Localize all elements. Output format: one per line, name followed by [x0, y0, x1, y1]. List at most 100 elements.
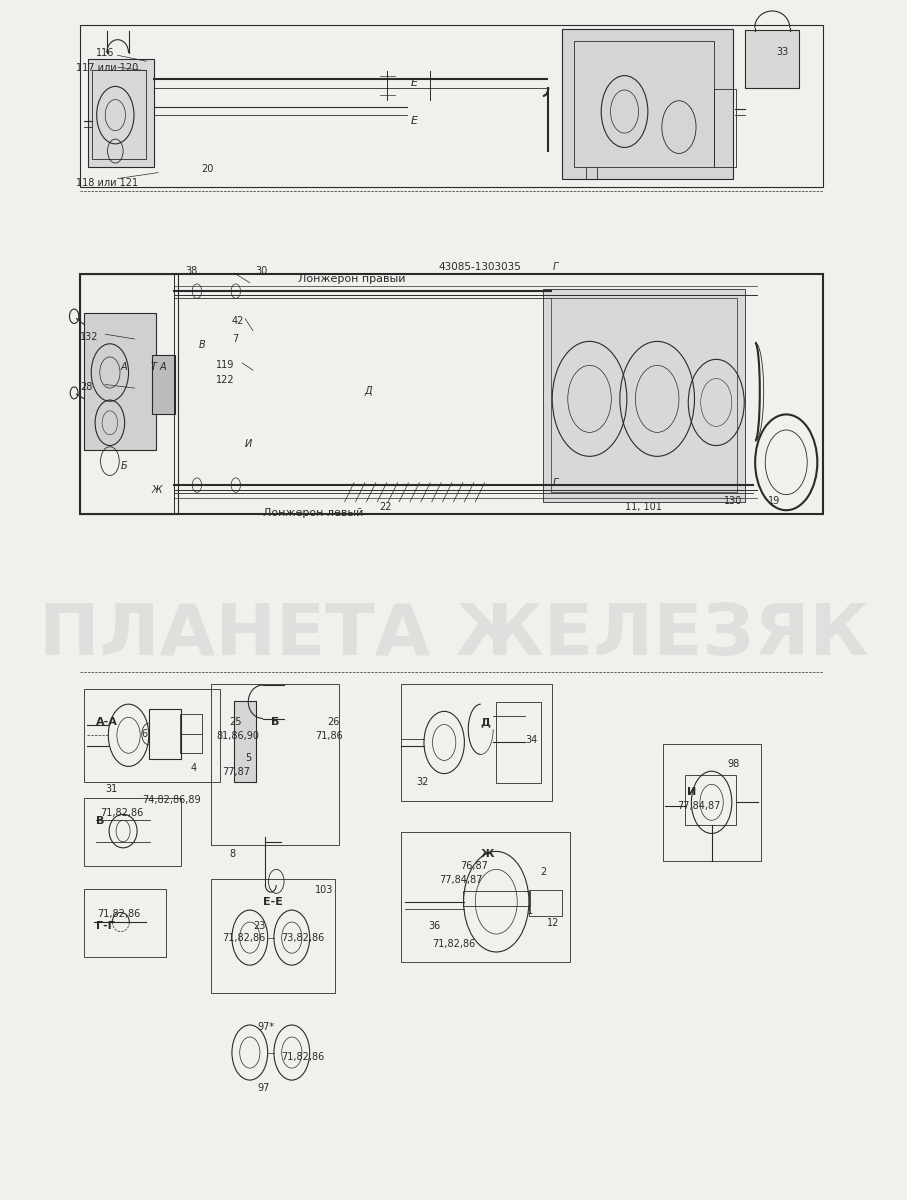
Text: 31: 31	[105, 784, 118, 794]
Bar	[543, 289, 745, 502]
Text: 36: 36	[429, 920, 441, 931]
Text: 77,84,87: 77,84,87	[440, 875, 483, 886]
Text: Лонжерон правый: Лонжерон правый	[298, 274, 405, 284]
Bar	[496, 702, 541, 784]
Bar	[745, 30, 799, 88]
Bar	[84, 888, 166, 956]
Text: ПЛАНЕТА ЖЕЛЕЗЯК: ПЛАНЕТА ЖЕЛЕЗЯК	[39, 601, 868, 671]
Text: Т: Т	[151, 361, 156, 372]
Text: Г: Г	[553, 478, 559, 487]
Text: В: В	[96, 816, 104, 827]
Text: 25: 25	[229, 718, 242, 727]
Bar	[529, 889, 561, 916]
Text: Б: Б	[121, 461, 128, 470]
Bar	[401, 684, 552, 802]
Bar	[92, 70, 146, 160]
Text: 71,86: 71,86	[315, 732, 343, 742]
Bar	[562, 29, 734, 179]
Text: 73,82,86: 73,82,86	[281, 932, 324, 943]
Text: 77,84,87: 77,84,87	[678, 800, 721, 811]
Text: Е-Е: Е-Е	[263, 896, 283, 907]
Text: 76,87: 76,87	[460, 860, 488, 871]
Text: 74,82,86,89: 74,82,86,89	[142, 794, 201, 805]
Text: 119: 119	[217, 360, 235, 371]
Bar	[211, 878, 336, 992]
Bar	[551, 299, 737, 492]
Text: Ж: Ж	[151, 485, 162, 494]
Text: Е: Е	[411, 116, 418, 126]
Text: 34: 34	[525, 736, 537, 745]
Text: 97: 97	[258, 1084, 270, 1093]
Text: Лонжерон левый: Лонжерон левый	[263, 508, 364, 517]
Text: А: А	[121, 361, 127, 372]
Text: 98: 98	[727, 760, 739, 769]
Text: 97*: 97*	[258, 1022, 275, 1032]
Text: 38: 38	[185, 265, 198, 276]
Text: 5: 5	[245, 754, 251, 763]
Text: И: И	[245, 439, 252, 449]
Text: Г: Г	[553, 262, 559, 272]
Text: 132: 132	[81, 331, 99, 342]
Text: Д: Д	[364, 385, 372, 396]
Text: 81,86,90: 81,86,90	[217, 732, 259, 742]
Bar	[84, 689, 220, 782]
Text: В: В	[199, 340, 205, 350]
Text: 77,87: 77,87	[222, 768, 249, 778]
Bar	[81, 275, 823, 514]
Text: 7: 7	[232, 334, 239, 344]
Bar	[714, 89, 736, 167]
Bar	[84, 313, 156, 450]
Text: 30: 30	[255, 265, 268, 276]
Text: 130: 130	[724, 496, 743, 505]
Text: 20: 20	[200, 164, 213, 174]
Bar	[84, 798, 181, 865]
Text: 71,82,86: 71,82,86	[281, 1052, 324, 1062]
Text: Б: Б	[271, 718, 279, 727]
Bar	[81, 275, 178, 514]
Text: 116: 116	[96, 48, 114, 58]
Bar	[663, 744, 761, 860]
Text: Г-Г: Г-Г	[96, 920, 114, 931]
Bar	[463, 890, 530, 906]
Bar	[180, 714, 201, 754]
Text: 4: 4	[190, 763, 197, 773]
Text: 23: 23	[253, 920, 266, 931]
Bar	[234, 701, 256, 782]
Text: 26: 26	[327, 718, 340, 727]
Text: 71,82,86: 71,82,86	[97, 908, 141, 919]
Bar	[211, 684, 339, 846]
Text: 12: 12	[547, 918, 559, 929]
Text: 22: 22	[380, 502, 392, 511]
Text: 6: 6	[141, 730, 147, 739]
Text: 11, 101: 11, 101	[625, 502, 661, 511]
Text: 28: 28	[81, 382, 93, 392]
Text: А: А	[160, 361, 166, 372]
Text: 33: 33	[776, 47, 788, 56]
Text: 71,82,86: 71,82,86	[100, 808, 143, 818]
Text: Ж: Ж	[481, 848, 494, 859]
Text: А-А: А-А	[96, 718, 118, 727]
Bar	[574, 41, 714, 167]
Text: 43085-1303035: 43085-1303035	[438, 262, 521, 272]
Bar	[151, 354, 175, 414]
Text: 19: 19	[768, 496, 781, 505]
Bar	[401, 833, 571, 961]
Text: Е: Е	[411, 78, 418, 88]
Text: И: И	[687, 786, 696, 797]
Bar	[88, 59, 154, 167]
Bar	[81, 25, 823, 187]
Bar	[685, 775, 736, 826]
Text: 42: 42	[232, 316, 244, 326]
Text: 118 или 121: 118 или 121	[76, 179, 139, 188]
Text: 117 или 120: 117 или 120	[76, 64, 139, 73]
Text: 103: 103	[315, 884, 334, 895]
Text: 71,82,86: 71,82,86	[432, 938, 475, 949]
Bar	[149, 709, 181, 760]
Text: Д: Д	[481, 718, 491, 727]
Text: 1: 1	[527, 906, 533, 917]
Text: 71,82,86: 71,82,86	[222, 932, 265, 943]
Text: 8: 8	[229, 848, 236, 859]
Text: 2: 2	[541, 866, 547, 877]
Text: 122: 122	[217, 374, 235, 385]
Text: 32: 32	[416, 776, 429, 787]
